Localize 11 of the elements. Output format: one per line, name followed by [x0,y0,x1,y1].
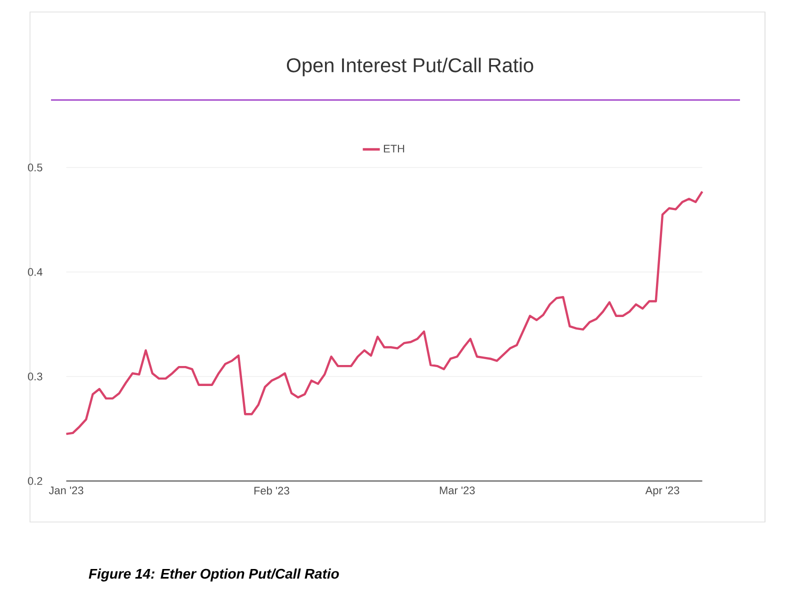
legend-label: ETH [384,144,404,152]
caption: Figure 14: Ether Option Put/Call Ratio [88,568,339,582]
y-tick-label: 0.2 [28,477,42,485]
x-tick-label: Feb '23 [254,486,290,495]
y-tick-label: 0.3 [28,372,42,380]
chart-title: Open Interest Put/Call Ratio [286,58,534,76]
y-tick-label: 0.4 [28,268,42,276]
x-tick-label: Jan '23 [48,486,84,494]
x-tick-label: Apr '23 [645,486,680,496]
x-tick-label: Mar '23 [440,486,475,494]
y-tick-label: 0.5 [28,164,42,172]
